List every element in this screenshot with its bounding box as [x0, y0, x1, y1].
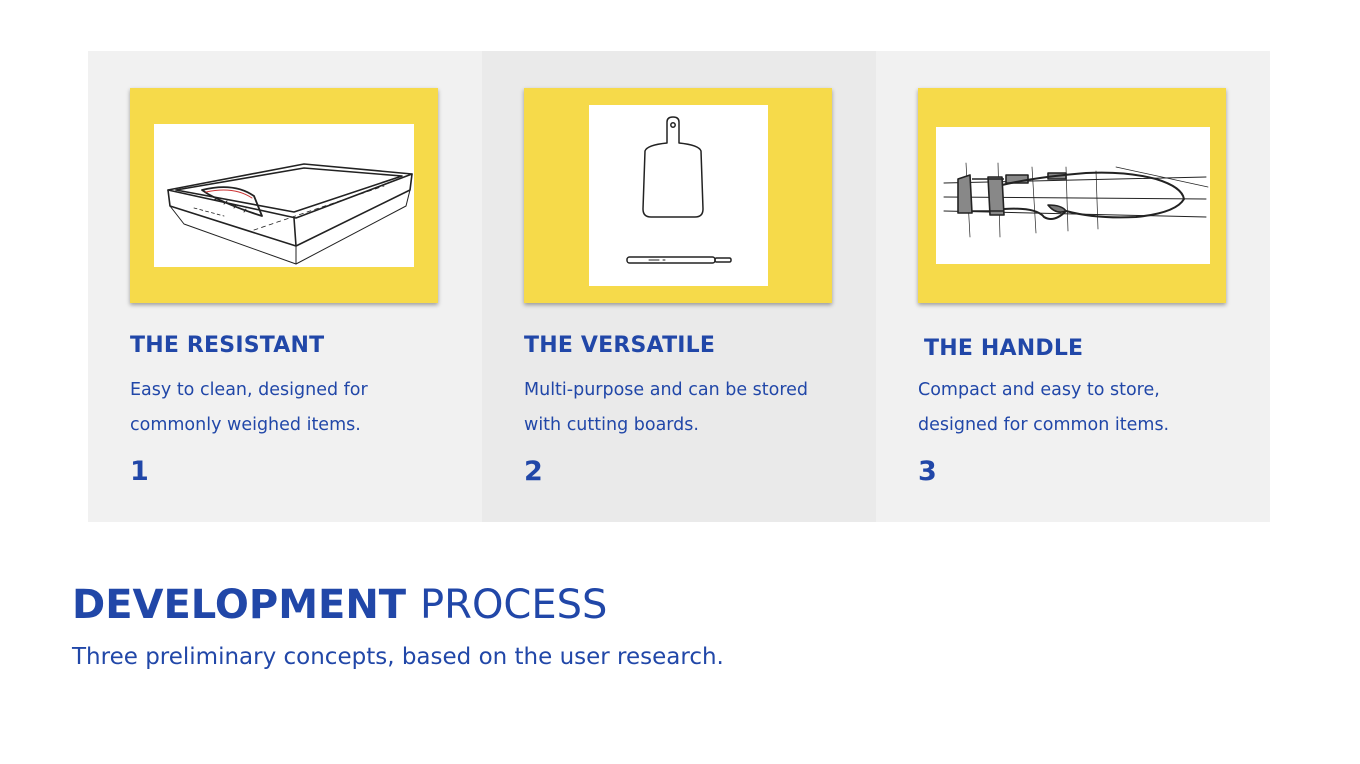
- section-heading: DEVELOPMENT PROCESS: [72, 582, 607, 628]
- concept-description: Compact and easy to store, designed for …: [918, 380, 1170, 435]
- concept-title: THE HANDLE: [924, 336, 1084, 361]
- tray-scale-sketch-icon: [154, 124, 414, 267]
- concept-title: THE VERSATILE: [524, 333, 716, 358]
- concept-description: Easy to clean, designed for commonly wei…: [130, 380, 368, 435]
- concept-number: 2: [524, 456, 543, 487]
- concept-description: Multi-purpose and can be stored with cut…: [524, 380, 809, 435]
- concept-card: [524, 88, 832, 303]
- section-heading-light: PROCESS: [420, 582, 608, 628]
- concept-panel-resistant: THE RESISTANT Easy to clean, designed fo…: [88, 51, 482, 522]
- concept-card: [918, 88, 1226, 303]
- concept-card: [130, 88, 438, 303]
- section-subtitle: Three preliminary concepts, based on the…: [72, 644, 724, 670]
- handle-scale-sketch-icon: [936, 127, 1210, 264]
- concept-panel-handle: THE HANDLE Compact and easy to store, de…: [876, 51, 1270, 522]
- concept-number: 3: [918, 456, 937, 487]
- concept-title: THE RESISTANT: [130, 333, 325, 358]
- concept-number: 1: [130, 456, 149, 487]
- cutting-board-scale-sketch-icon: [589, 105, 768, 286]
- concepts-row: THE RESISTANT Easy to clean, designed fo…: [88, 51, 1270, 522]
- concept-panel-versatile: THE VERSATILE Multi-purpose and can be s…: [482, 51, 876, 522]
- section-heading-strong: DEVELOPMENT: [72, 582, 407, 628]
